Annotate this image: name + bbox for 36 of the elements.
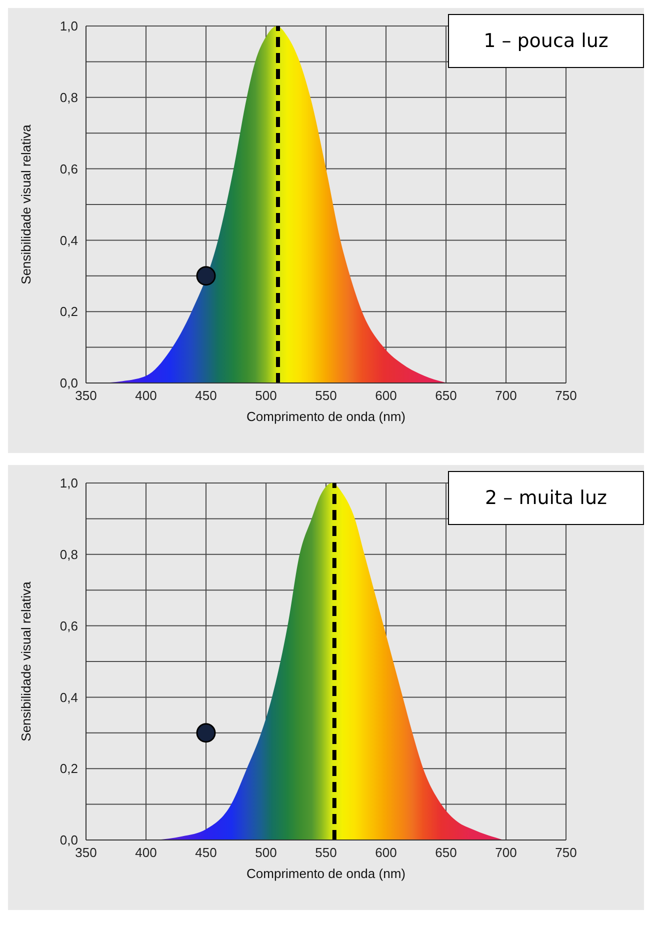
x-tick-label: 600 <box>375 388 397 404</box>
x-tick-label: 350 <box>75 845 97 860</box>
y-tick-label: 0,2 <box>60 304 78 320</box>
y-tick-label: 1,0 <box>60 476 78 491</box>
note-box: 1 – pouca luz <box>448 14 644 68</box>
y-tick-label: 0,6 <box>60 161 78 176</box>
x-tick-label: 350 <box>75 388 97 404</box>
y-tick-label: 0,2 <box>60 761 78 776</box>
x-tick-label: 750 <box>555 845 577 860</box>
y-tick-label: 1,0 <box>60 18 78 34</box>
x-tick-label: 550 <box>315 388 337 404</box>
x-axis-title: Comprimento de onda (nm) <box>246 409 406 424</box>
x-tick-label: 550 <box>315 845 337 860</box>
x-tick-label: 700 <box>495 388 517 404</box>
y-tick-label: 0,8 <box>60 547 78 562</box>
y-axis-title: Sensibilidade visual relativa <box>18 124 34 284</box>
y-tick-label: 0,6 <box>60 618 78 634</box>
x-tick-label: 650 <box>435 388 457 404</box>
y-tick-label: 0,4 <box>60 232 78 248</box>
x-axis-title: Comprimento de onda (nm) <box>246 866 406 881</box>
x-tick-label: 400 <box>135 845 157 860</box>
x-tick-label: 450 <box>195 845 217 860</box>
x-tick-label: 450 <box>195 388 217 404</box>
x-tick-label: 600 <box>375 845 397 860</box>
y-tick-label: 0,0 <box>60 376 78 391</box>
x-tick-label: 750 <box>555 388 577 404</box>
y-tick-label: 0,8 <box>60 90 78 106</box>
x-tick-label: 700 <box>495 845 517 860</box>
x-tick-label: 500 <box>255 388 277 404</box>
y-axis-title: Sensibilidade visual relativa <box>18 580 34 742</box>
x-tick-label: 400 <box>135 388 157 404</box>
x-tick-label: 500 <box>255 845 277 860</box>
x-tick-label: 650 <box>435 845 457 860</box>
y-tick-label: 0,0 <box>60 832 78 848</box>
note-box: 2 – muita luz <box>448 471 644 525</box>
y-tick-label: 0,4 <box>60 690 78 705</box>
